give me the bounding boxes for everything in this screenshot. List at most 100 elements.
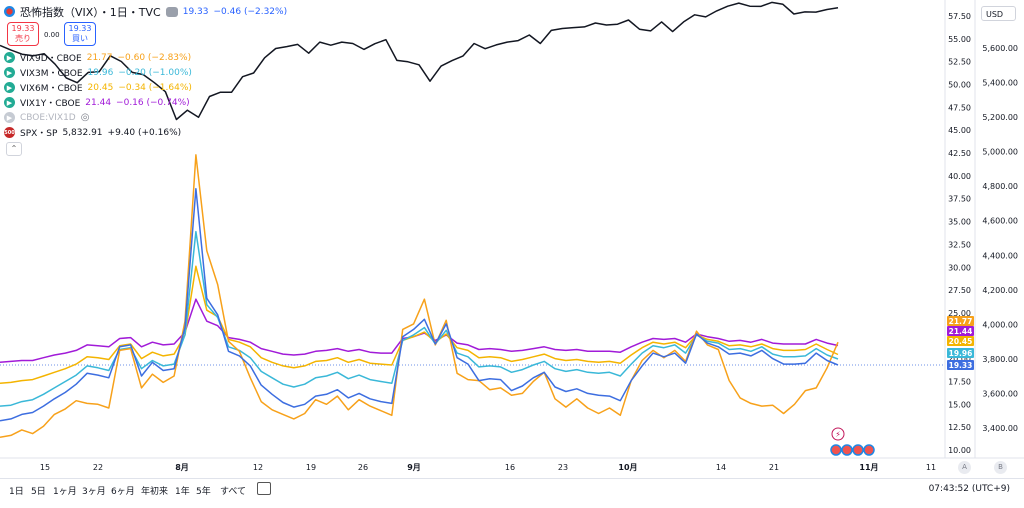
price-tag-label: 19.33: [949, 361, 973, 370]
right-axis-tick-label: 4,600.00: [982, 217, 1018, 226]
symbol-change: −0.46 (−2.32%): [213, 6, 288, 17]
x-axis-tick-label: 23: [558, 463, 568, 472]
price-tag: 19.33: [947, 360, 974, 370]
left-axis-tick-label: 25.00: [948, 309, 971, 318]
legend-change: +9.40 (+0.16%): [107, 127, 182, 138]
x-axis-tick-label: 8月: [175, 463, 189, 472]
range-1d-button[interactable]: 1日: [9, 487, 24, 497]
collapse-legend-button[interactable]: ⌃: [6, 142, 22, 156]
legend-name: VIX9D・CBOE: [20, 54, 82, 64]
legend-name: CBOE:VIX1D: [20, 112, 76, 123]
price-tag-label: 21.44: [949, 327, 973, 336]
us-flag-event-icon: [863, 444, 875, 456]
calendar-icon[interactable]: [257, 482, 271, 495]
left-axis-tick-label: 15.00: [948, 400, 971, 409]
range-1y-button[interactable]: 1年: [175, 487, 190, 497]
spx-logo-icon: 500: [4, 127, 15, 138]
right-axis-tick-label: 3,800.00: [982, 355, 1018, 364]
series-line-vix3m: [0, 230, 839, 407]
right-axis-tick-label: 5,000.00: [982, 148, 1018, 157]
price-tag-bg: [947, 316, 974, 326]
currency-select[interactable]: USD: [981, 6, 1016, 21]
legend-change: −0.20 (−1.00%): [118, 67, 192, 78]
clock[interactable]: 07:43:52 (UTC+9): [928, 484, 1010, 494]
price-tag: 21.77: [947, 316, 974, 326]
left-axis-tick-label: 47.50: [948, 103, 971, 112]
left-axis-tick-label: 45.00: [948, 126, 971, 135]
left-axis-tick-label: 30.00: [948, 263, 971, 272]
left-axis-tick-label: 17.50: [948, 377, 971, 386]
legend-name: VIX1Y・CBOE: [20, 99, 81, 109]
legend-value: 20.45: [87, 82, 114, 93]
play-icon: ▶: [4, 52, 15, 63]
range-5d-button[interactable]: 5日: [31, 487, 46, 497]
log-scale-button[interactable]: B: [994, 461, 1007, 474]
series-line-vix: [0, 187, 839, 422]
price-tag: 20.45: [947, 336, 974, 346]
x-axis-tick-label: 16: [505, 463, 515, 472]
spread-value: 0.00: [44, 31, 60, 39]
left-axis-tick-label: 52.50: [948, 58, 971, 67]
legend-item-vix6m[interactable]: ▶ VIX6M・CBOE 20.45 −0.34 (−1.64%): [4, 80, 192, 95]
price-tag-label: 19.96: [949, 349, 973, 358]
event-markers: ⚡: [830, 427, 875, 456]
left-axis-tick-label: 10.00: [948, 446, 971, 455]
x-axis-tick-label: 19: [306, 463, 316, 472]
legend-item-vix9d[interactable]: ▶ VIX9D・CBOE 21.77 −0.60 (−2.83%): [4, 50, 192, 65]
bottom-toolbar: 1日 5日 1ヶ月 3ヶ月 6ヶ月 年初来 1年 5年 すべて 07:43:52…: [0, 478, 1024, 501]
left-axis-tick-label: 20.00: [948, 355, 971, 364]
play-icon: ▶: [4, 97, 15, 108]
legend-item-vix3m[interactable]: ▶ VIX3M・CBOE 19.96 −0.20 (−1.00%): [4, 65, 192, 80]
lightning-icon: ⚡: [835, 430, 841, 439]
buy-button[interactable]: 19.33 買い: [64, 22, 96, 46]
us-flag-event-icon: [841, 444, 853, 456]
collapse-icon[interactable]: [165, 6, 178, 17]
buy-price: 19.33: [68, 24, 92, 33]
legend-item-vix1y[interactable]: ▶ VIX1Y・CBOE 21.44 −0.16 (−0.74%): [4, 95, 192, 110]
legend-change: −0.34 (−1.64%): [118, 82, 192, 93]
range-3m-button[interactable]: 3ヶ月: [82, 487, 106, 497]
right-axis-tick-label: 4,800.00: [982, 182, 1018, 191]
range-5y-button[interactable]: 5年: [196, 487, 211, 497]
axis-layer: 57.50 55.00 52.50 50.00 47.50 45.00 42.50 40.00…: [0, 0, 1024, 472]
eye-hidden-icon[interactable]: ◎: [80, 112, 90, 123]
range-1m-button[interactable]: 1ヶ月: [53, 487, 77, 497]
series-layer: [0, 1, 839, 438]
price-tag-label: 20.45: [949, 337, 973, 346]
left-axis-tick-label: 40.00: [948, 172, 971, 181]
symbol-last: 19.33: [182, 6, 209, 17]
x-axis-tick-label: 22: [93, 463, 103, 472]
symbol-title[interactable]: 恐怖指数（VIX）・1日・TVC: [20, 5, 161, 19]
x-axis-tick-label: 14: [716, 463, 726, 472]
left-axis-tick-label: 50.00: [948, 81, 971, 90]
legend-change: −0.16 (−0.74%): [116, 97, 190, 108]
left-axis-tick-label: 27.50: [948, 286, 971, 295]
x-axis-tick-label: 15: [40, 463, 50, 472]
range-all-button[interactable]: すべて: [220, 487, 247, 497]
left-axis-tick-label: 37.50: [948, 195, 971, 204]
x-axis-tick-label: 9月: [407, 463, 421, 472]
buy-label: 買い: [72, 34, 88, 43]
legend-change: −0.60 (−2.83%): [117, 52, 192, 63]
sell-label: 売り: [15, 34, 31, 43]
x-axis-tick-label: 11月: [859, 463, 878, 472]
us-flag-event-icon: [852, 444, 864, 456]
right-axis-tick-label: 4,000.00: [982, 320, 1018, 329]
price-tag-bg: [947, 348, 974, 358]
legend-item-vix1d[interactable]: ▶ CBOE:VIX1D ◎: [4, 110, 192, 125]
range-6m-button[interactable]: 6ヶ月: [111, 487, 135, 497]
legend-item-spx[interactable]: 500 SPX・SP 5,832.91 +9.40 (+0.16%): [4, 125, 192, 140]
range-ytd-button[interactable]: 年初来: [141, 487, 169, 497]
legend-value: 5,832.91: [62, 127, 103, 138]
us-flag-event-icon: [830, 444, 842, 456]
play-icon: ▶: [4, 112, 15, 123]
x-axis-tick-label: 11: [926, 463, 936, 472]
legend-value: 19.96: [87, 67, 114, 78]
auto-scale-button[interactable]: A: [958, 461, 971, 474]
sell-button[interactable]: 19.33 売り: [7, 22, 39, 46]
legend-value: 21.77: [86, 52, 113, 63]
dividend-event-icon: [831, 427, 845, 441]
x-axis-tick-label: 21: [769, 463, 779, 472]
